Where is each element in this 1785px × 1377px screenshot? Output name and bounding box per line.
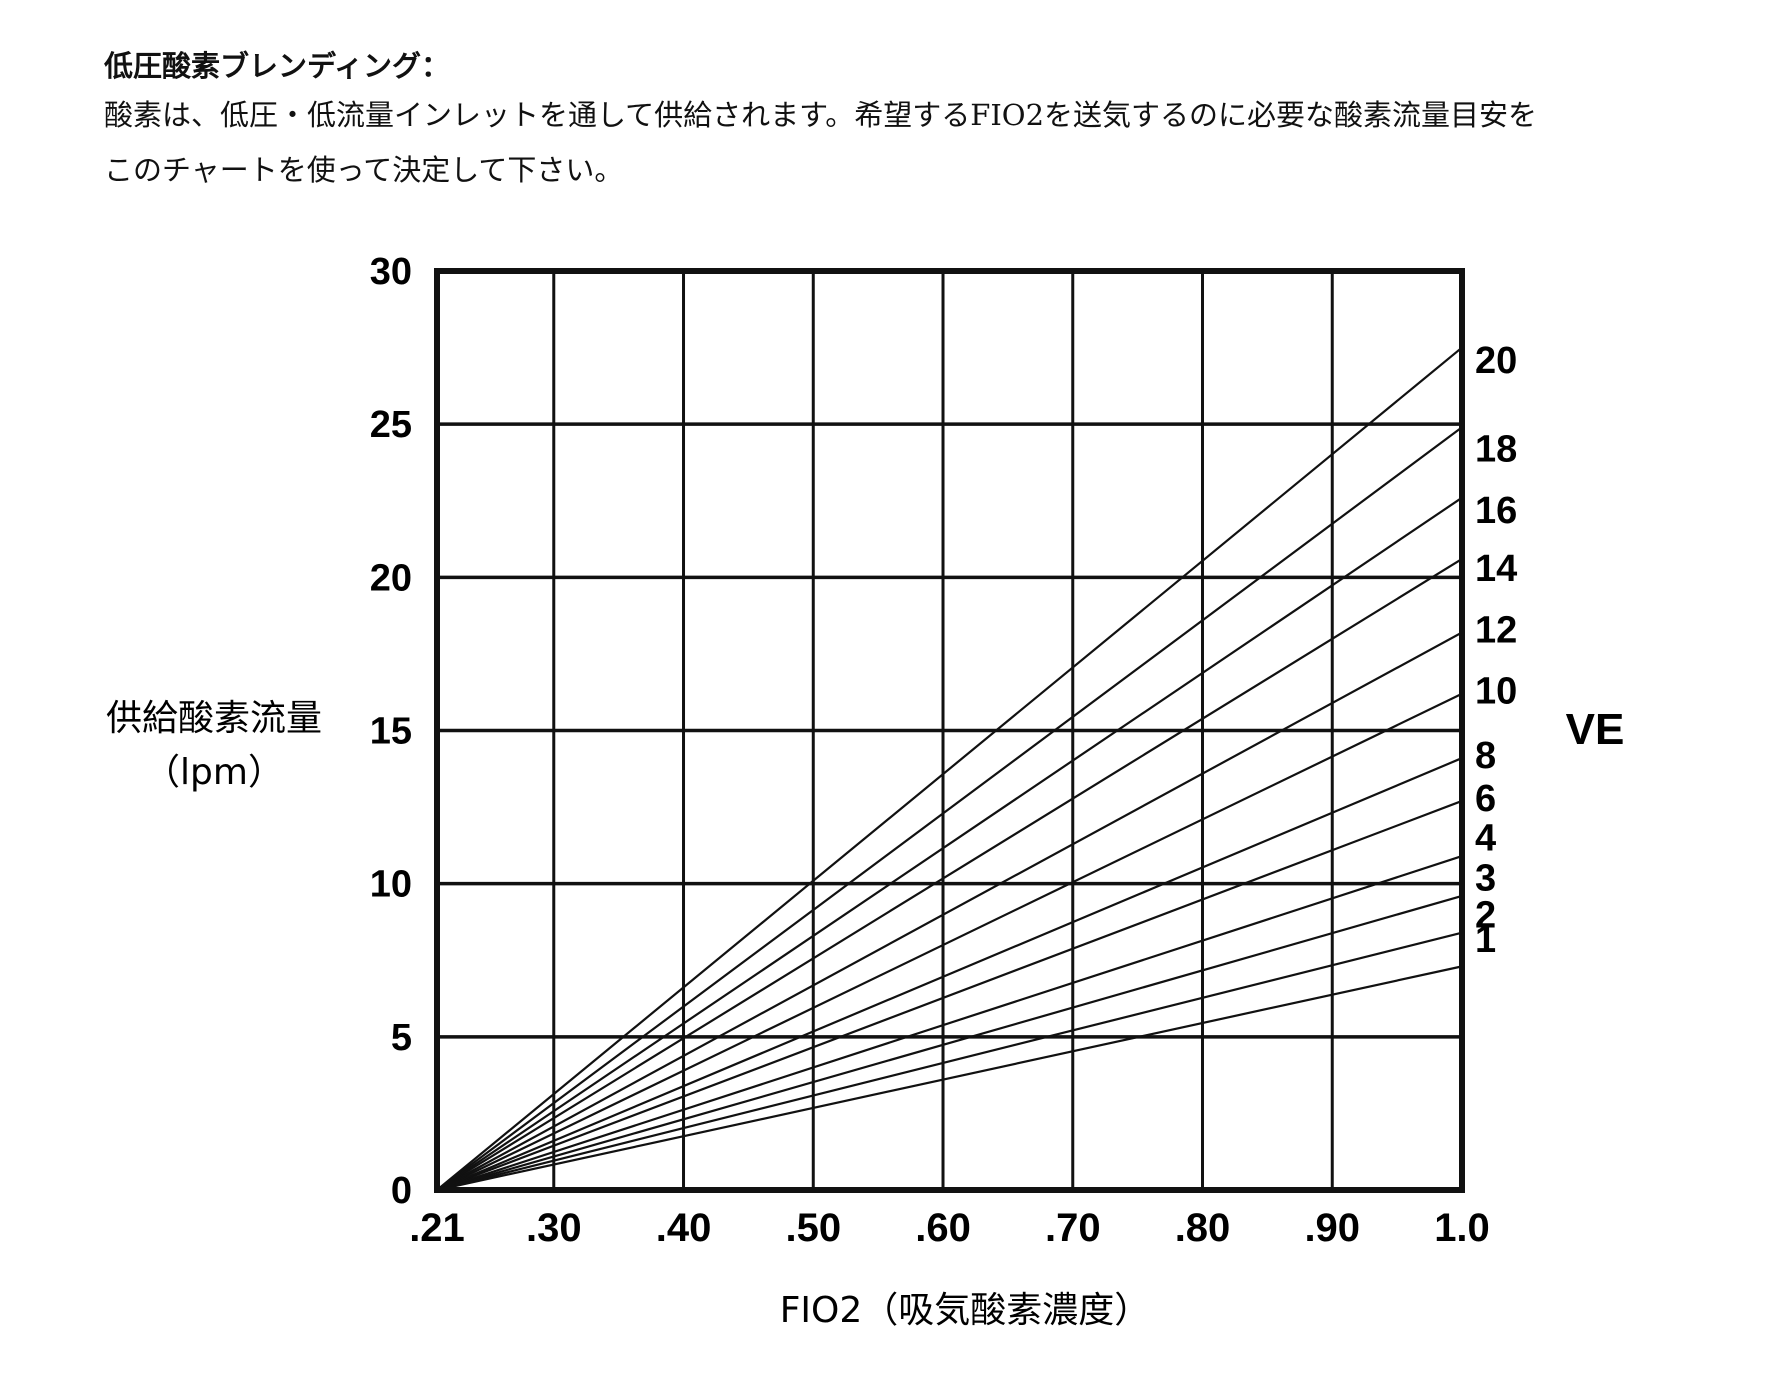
x-tick-label: .40 [656,1206,712,1250]
y-tick-label: 20 [370,557,412,599]
ve-line-8 [436,757,1463,1192]
instructions-line-2: このチャートを使って決定して下さい。 [104,153,624,187]
ve-label: 10 [1475,671,1517,713]
ve-label: 20 [1475,340,1517,382]
ve-line-4 [436,855,1463,1192]
ve-label: 3 [1475,858,1496,900]
y-tick-labels: 0 5 10 15 20 25 30 [370,251,412,1212]
y-tick-label: 5 [391,1017,412,1059]
x-tick-label: .70 [1045,1206,1101,1250]
ve-line-1 [436,965,1463,1192]
instructions-line-1: 酸素は、低圧・低流量インレットを通して供給されます。希望するFIO2を送気するの… [104,98,1538,132]
x-tick-label: 1.0 [1434,1206,1490,1250]
y-axis-label-line-1: 供給酸素流量 [106,698,322,739]
x-tick-label: .50 [785,1206,841,1250]
section-title: 低圧酸素ブレンディング： [104,49,450,83]
ve-label: 6 [1475,778,1496,820]
ve-label: 12 [1475,609,1517,651]
instructions: 低圧酸素ブレンディング： 酸素は、低圧・低流量インレットを通して供給されます。希… [104,44,1744,198]
ve-line-2 [436,931,1463,1192]
ve-line-14 [436,558,1463,1191]
ve-label: 18 [1475,429,1517,471]
x-tick-label: .80 [1175,1206,1231,1250]
x-axis-label: FIO2（吸気酸素濃度） [780,1290,1151,1331]
x-tick-label: .60 [915,1206,971,1250]
x-tick-label: .30 [526,1206,582,1250]
ve-label: 14 [1475,548,1517,590]
ve-line-10 [436,692,1463,1191]
ve-label: 2 [1475,894,1496,936]
y-tick-label: 0 [391,1170,412,1212]
y-tick-label: 15 [370,711,412,753]
grid-lines [435,269,1464,1192]
ve-line-3 [436,894,1463,1192]
y-axis-label-line-2: （lpm） [144,752,284,793]
series-lines [436,346,1463,1192]
ve-axis-title: VE [1566,705,1625,754]
ve-label: 1 [1475,919,1496,961]
x-tick-label: .90 [1304,1206,1360,1250]
ve-line-18 [436,426,1463,1191]
ve-label: 16 [1475,490,1517,532]
ve-line-16 [436,496,1463,1191]
ve-line-12 [436,631,1463,1191]
ve-label: 4 [1475,818,1496,860]
ve-label: 8 [1475,735,1496,777]
x-tick-labels: .21 .30 .40 .50 .60 .70 .80 .90 1.0 [409,1206,1490,1250]
ve-line-6 [436,799,1463,1192]
plot-frame [434,268,1465,1193]
ve-line-20 [436,346,1463,1191]
y-tick-label: 25 [370,404,412,446]
y-tick-label: 10 [370,864,412,906]
y-tick-label: 30 [370,251,412,293]
x-tick-label: .21 [409,1206,465,1250]
